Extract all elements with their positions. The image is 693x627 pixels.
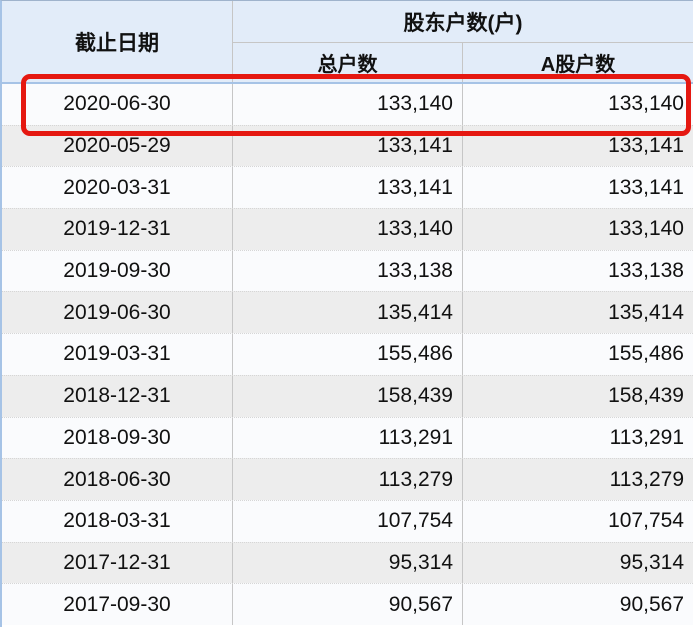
date-cell: 2019-06-30: [2, 292, 233, 334]
date-cell: 2020-05-29: [2, 125, 233, 167]
col-subheader-row: 总户数 A股户数: [233, 43, 693, 82]
table-body: 2020-06-30 133,140 133,140 2020-05-29 13…: [2, 84, 693, 625]
col-header-shareholder-group: 股东户数(户): [233, 1, 693, 43]
a-share-cell: 107,754: [608, 509, 684, 533]
total-cell: 113,279: [233, 459, 463, 500]
a-share-cell: 133,141: [608, 175, 684, 199]
table-row: 2017-12-31 95,314 95,314: [2, 541, 693, 584]
table-row: 2019-03-31 155,486 155,486: [2, 333, 693, 375]
a-share-cell: 133,140: [608, 92, 684, 116]
table-row: 2020-03-31 133,141 133,141: [2, 166, 693, 209]
col-header-total: 总户数: [233, 43, 463, 82]
total-cell: 155,486: [233, 334, 463, 375]
total-cell: 90,567: [233, 584, 463, 625]
table-row: 2019-09-30 133,138 133,138: [2, 249, 693, 292]
table-row: 2018-03-31 107,754 107,754: [2, 499, 693, 542]
date-cell: 2018-12-31: [2, 375, 233, 417]
total-cell: 95,314: [233, 542, 463, 584]
col-header-date: 截止日期: [2, 1, 233, 82]
a-share-cell: 135,414: [608, 300, 684, 324]
table-row: 2018-06-30 113,279 113,279: [2, 458, 693, 500]
a-share-cell: 133,140: [608, 217, 684, 241]
a-share-cell: 113,291: [609, 425, 684, 449]
table-row: 2018-12-31 158,439 158,439: [2, 374, 693, 417]
table-row: 2019-06-30 135,414 135,414: [2, 291, 693, 334]
date-cell: 2019-03-31: [2, 334, 233, 375]
table-row-highlighted: 2020-06-30 133,140 133,140: [2, 84, 693, 125]
table-header: 截止日期 股东户数(户) 总户数 A股户数: [2, 1, 693, 84]
a-share-cell: 155,486: [608, 342, 684, 366]
total-cell: 133,138: [233, 250, 463, 292]
a-share-cell: 158,439: [608, 384, 684, 408]
table-row: 2017-09-30 90,567 90,567: [2, 583, 693, 625]
a-share-cell: 133,138: [608, 259, 684, 283]
date-cell: 2019-12-31: [2, 209, 233, 250]
table-row: 2020-05-29 133,141 133,141: [2, 124, 693, 167]
a-share-cell: 95,314: [619, 550, 684, 574]
date-cell: 2018-03-31: [2, 500, 233, 542]
col-header-group-wrap: 股东户数(户) 总户数 A股户数: [233, 1, 693, 82]
date-cell: 2019-09-30: [2, 250, 233, 292]
total-cell: 133,140: [233, 209, 463, 250]
date-cell: 2018-09-30: [2, 417, 233, 459]
date-cell: 2017-09-30: [2, 584, 233, 625]
table-row: 2019-12-31 133,140 133,140: [2, 208, 693, 250]
total-cell: 113,291: [233, 417, 463, 459]
total-cell: 158,439: [233, 375, 463, 417]
total-cell: 133,140: [233, 84, 463, 125]
a-share-cell: 90,567: [619, 592, 684, 616]
total-cell: 133,141: [233, 125, 463, 167]
total-cell: 135,414: [233, 292, 463, 334]
a-share-cell: 133,141: [608, 134, 684, 158]
col-header-a-share: A股户数: [540, 54, 616, 76]
date-cell: 2018-06-30: [2, 459, 233, 500]
a-share-cell: 113,279: [609, 467, 684, 491]
total-cell: 133,141: [233, 167, 463, 209]
total-cell: 107,754: [233, 500, 463, 542]
date-cell: 2017-12-31: [2, 542, 233, 584]
table-row: 2018-09-30 113,291 113,291: [2, 416, 693, 459]
date-cell: 2020-06-30: [2, 84, 233, 125]
date-cell: 2020-03-31: [2, 167, 233, 209]
